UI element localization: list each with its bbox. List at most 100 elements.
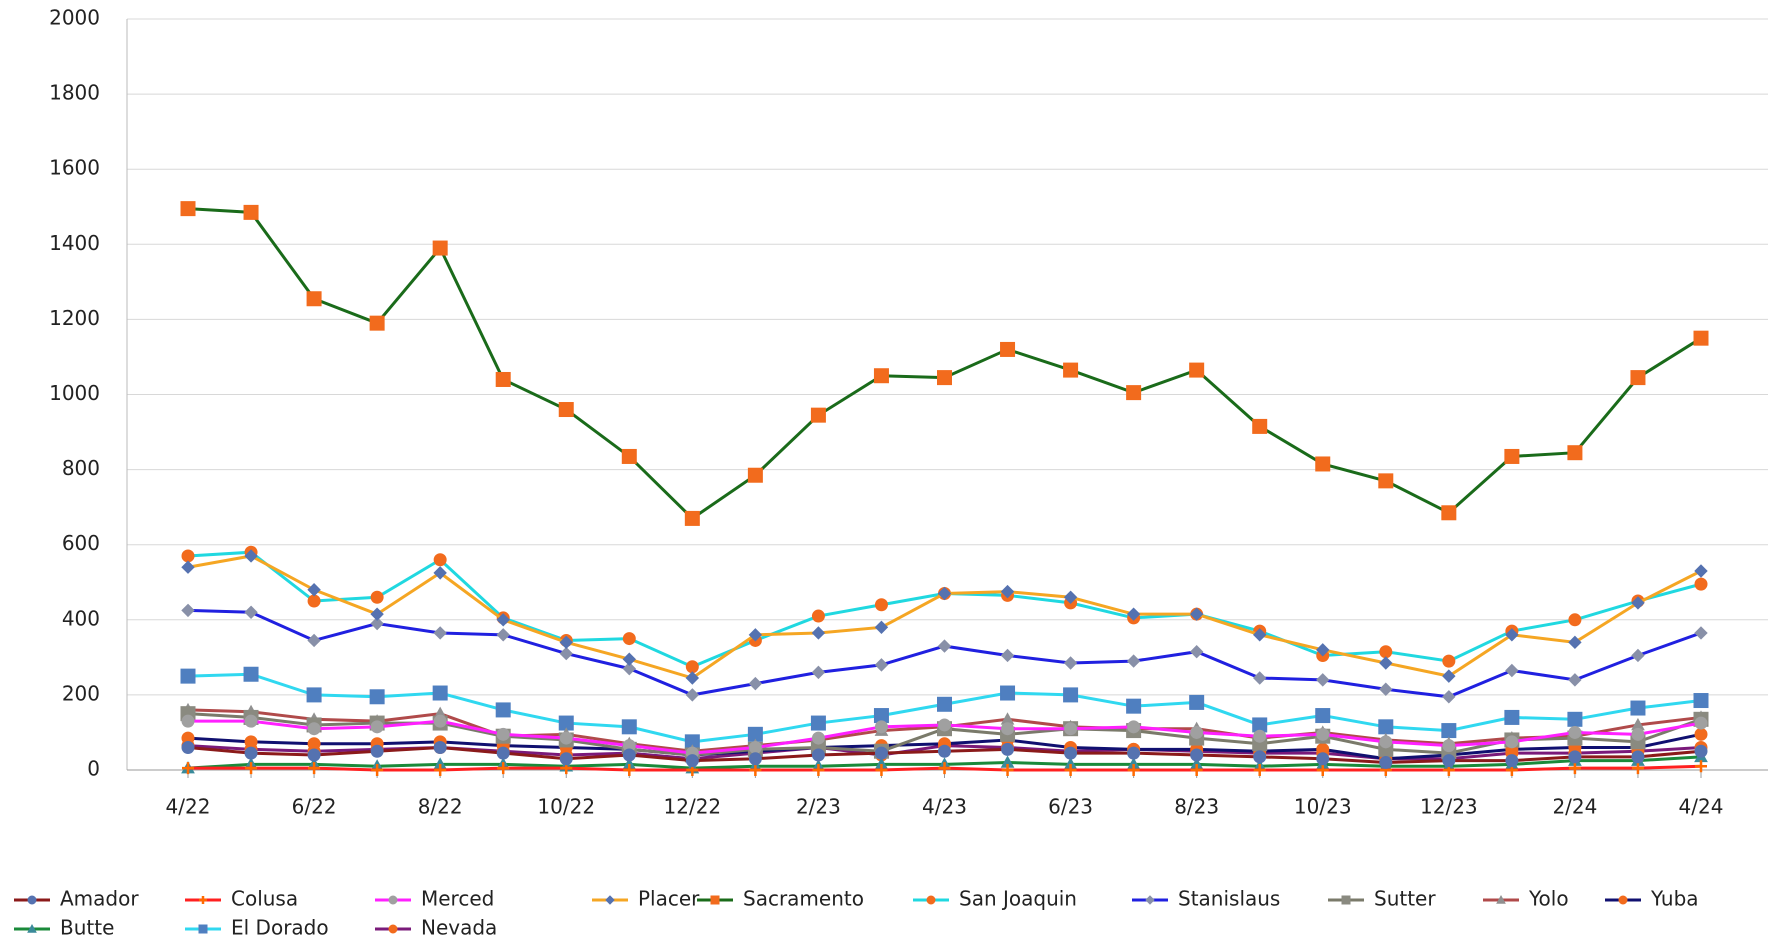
data-point bbox=[1504, 448, 1520, 464]
y-tick-label: 400 bbox=[62, 606, 100, 630]
data-point bbox=[559, 646, 573, 661]
data-point bbox=[937, 370, 952, 386]
data-point bbox=[1253, 628, 1267, 642]
data-point bbox=[1000, 685, 1016, 701]
data-point bbox=[685, 671, 700, 685]
series bbox=[181, 545, 1708, 674]
legend-item: Yuba bbox=[1605, 887, 1699, 911]
data-point bbox=[1630, 370, 1646, 386]
legend-marker bbox=[198, 924, 208, 934]
legend-marker bbox=[1618, 895, 1628, 905]
x-tick-label: 8/23 bbox=[1174, 795, 1219, 819]
data-point bbox=[1316, 673, 1330, 687]
legend-item: Nevada bbox=[375, 916, 497, 940]
data-point bbox=[495, 702, 511, 718]
data-point bbox=[1378, 719, 1394, 735]
x-tick-label: 6/23 bbox=[1048, 795, 1093, 819]
data-point bbox=[1379, 735, 1393, 749]
data-point bbox=[1315, 708, 1331, 724]
data-point bbox=[1694, 744, 1708, 758]
data-point bbox=[1189, 607, 1204, 621]
legend-label: Amador bbox=[60, 887, 139, 911]
data-point bbox=[1631, 596, 1645, 610]
data-point bbox=[811, 609, 825, 623]
data-point bbox=[811, 665, 826, 680]
y-tick-label: 2000 bbox=[49, 6, 100, 30]
data-point bbox=[181, 740, 195, 754]
data-point bbox=[937, 639, 952, 653]
data-point bbox=[1693, 330, 1709, 346]
data-point bbox=[1001, 722, 1015, 736]
data-point bbox=[371, 764, 384, 776]
data-point bbox=[180, 201, 196, 217]
data-point bbox=[1000, 584, 1015, 599]
x-tick-label: 10/22 bbox=[537, 795, 595, 819]
data-point bbox=[749, 764, 762, 776]
data-point bbox=[559, 731, 573, 745]
data-point bbox=[496, 727, 510, 741]
legend-item: Merced bbox=[375, 887, 494, 911]
series-line bbox=[187, 207, 1702, 521]
data-point bbox=[812, 764, 825, 776]
data-point bbox=[1253, 671, 1267, 685]
data-point bbox=[432, 240, 448, 256]
x-tick-label: 12/22 bbox=[664, 795, 722, 819]
data-point bbox=[1063, 656, 1078, 670]
legend-label: Yuba bbox=[1650, 887, 1699, 911]
data-point bbox=[1505, 735, 1519, 749]
data-point bbox=[1000, 341, 1016, 357]
data-point bbox=[874, 746, 888, 760]
data-point bbox=[1631, 727, 1645, 741]
data-point bbox=[244, 605, 258, 619]
legend-marker bbox=[1341, 895, 1351, 905]
data-point bbox=[685, 688, 700, 702]
data-point bbox=[748, 740, 762, 754]
legend-item: El Dorado bbox=[185, 916, 329, 940]
data-point bbox=[182, 762, 194, 775]
series bbox=[180, 201, 1709, 526]
data-point bbox=[370, 744, 384, 758]
data-point bbox=[873, 368, 889, 384]
data-point bbox=[1189, 645, 1204, 659]
data-point bbox=[307, 748, 321, 762]
data-point bbox=[810, 715, 826, 731]
y-tick-label: 1800 bbox=[49, 81, 100, 105]
data-point bbox=[1567, 711, 1583, 727]
data-point bbox=[1693, 693, 1709, 709]
data-point bbox=[1064, 746, 1078, 760]
data-point bbox=[1316, 752, 1330, 766]
data-point bbox=[1127, 764, 1140, 776]
data-point bbox=[1694, 626, 1708, 640]
data-point bbox=[1442, 654, 1456, 668]
data-point bbox=[1190, 725, 1204, 739]
x-tick-label: 8/22 bbox=[418, 795, 463, 819]
data-point bbox=[496, 628, 510, 642]
data-point bbox=[748, 676, 763, 691]
data-point bbox=[1315, 456, 1331, 472]
legend-label: Sutter bbox=[1374, 887, 1436, 911]
legend-marker bbox=[605, 895, 615, 905]
legend-label: Stanislaus bbox=[1178, 887, 1280, 911]
legend-label: Nevada bbox=[421, 916, 497, 940]
legend-item: Yolo bbox=[1483, 887, 1569, 911]
data-point bbox=[496, 613, 510, 627]
data-point bbox=[1189, 362, 1205, 378]
series bbox=[181, 714, 1708, 760]
x-tick-label: 10/23 bbox=[1294, 795, 1352, 819]
data-point bbox=[1442, 739, 1456, 753]
data-point bbox=[1631, 648, 1645, 663]
series bbox=[181, 740, 1708, 769]
data-point bbox=[306, 291, 322, 307]
legend-item: Placer bbox=[592, 887, 700, 911]
data-point bbox=[433, 626, 447, 640]
data-point bbox=[1000, 648, 1015, 663]
legend-item: Butte bbox=[14, 916, 114, 940]
legend-marker bbox=[1145, 895, 1155, 905]
data-point bbox=[1505, 754, 1519, 768]
data-point bbox=[307, 583, 321, 597]
data-point bbox=[1505, 663, 1519, 678]
data-point bbox=[1316, 727, 1330, 741]
legend-marker bbox=[926, 895, 936, 905]
data-point bbox=[1694, 727, 1708, 741]
data-point bbox=[1126, 698, 1142, 714]
